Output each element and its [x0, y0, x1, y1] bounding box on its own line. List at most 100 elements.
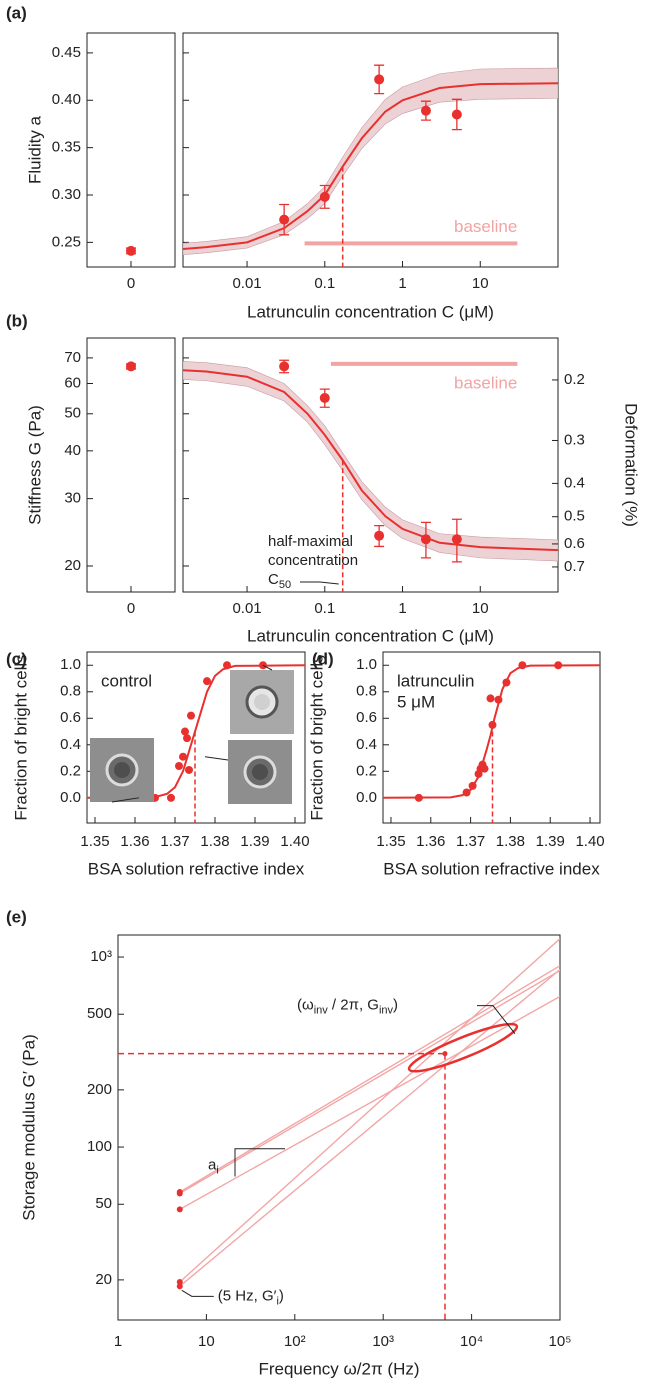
x-tick-label: 0.01	[232, 600, 261, 617]
data-point	[167, 793, 175, 802]
control-frame	[86, 337, 176, 593]
x-tick-label: 10	[472, 275, 489, 292]
fit-line	[179, 968, 560, 1287]
x-tick-label: 1.37	[160, 833, 189, 850]
plot-frame	[382, 651, 601, 824]
y-tick-label: 0.35	[52, 139, 81, 156]
data-point	[374, 74, 385, 85]
confidence-ellipse	[407, 1022, 519, 1073]
control-point	[126, 361, 136, 372]
y-tick-label: 60	[64, 374, 81, 391]
y-tick-label: 0.45	[52, 44, 81, 61]
panel-note: control	[101, 671, 152, 690]
data-point	[183, 734, 191, 743]
y-tick-label: 0.2	[60, 762, 81, 779]
fit-curve	[383, 664, 600, 799]
plot-frame	[86, 651, 306, 824]
annotation-start: (5 Hz, G′i)	[218, 1287, 284, 1307]
data-point	[279, 361, 290, 372]
x-axis-label: BSA solution refractive index	[383, 859, 600, 878]
y-tick-label: 20	[95, 1271, 112, 1288]
y2-tick-label: 0.4	[564, 474, 585, 491]
plot-area	[87, 664, 305, 823]
fit-line	[179, 995, 560, 1210]
x-tick-label: 1.36	[416, 833, 445, 850]
y-tick-label: 200	[87, 1081, 112, 1098]
y-tick-label: 1.0	[356, 656, 377, 673]
fit-line	[179, 965, 560, 1193]
data-point	[468, 781, 477, 790]
data-point	[420, 105, 431, 116]
annotation-symbol: C50	[268, 571, 291, 591]
plot-area	[383, 664, 600, 823]
y-tick-label: 100	[87, 1138, 112, 1155]
fit-line	[179, 938, 560, 1283]
data-point	[486, 694, 495, 703]
annotation-slope-part: i	[216, 1164, 218, 1176]
y-tick-label: 0.6	[356, 709, 377, 726]
panel-label: (c)	[6, 649, 27, 668]
y-tick-label: 50	[64, 405, 81, 422]
annotation-inv-part: inv	[379, 1005, 394, 1017]
plot-area	[179, 938, 560, 1287]
data-point	[319, 392, 330, 403]
x-tick-label: 0	[127, 275, 135, 292]
data-point	[554, 661, 563, 670]
annotation-leader	[300, 581, 339, 585]
y-tick-label: 50	[95, 1195, 112, 1212]
plot-frame	[182, 337, 559, 593]
y-tick-label: 0.40	[52, 91, 81, 108]
x-axis-label: Latrunculin concentration C (μM)	[247, 626, 494, 645]
cell-core	[254, 694, 270, 710]
y2-tick-label: 0.3	[564, 431, 585, 448]
data-point	[374, 530, 385, 541]
data-point	[451, 109, 462, 120]
y-axis-label: Fraction of bright cells	[11, 654, 30, 820]
data-point	[176, 1283, 183, 1290]
y-axis-label: Storage modulus G′ (Pa)	[19, 1034, 38, 1221]
y-axis-label: Fluidity a	[25, 115, 44, 184]
fit-line	[179, 969, 560, 1195]
data-point	[175, 762, 183, 770]
y-tick-label: 70	[64, 349, 81, 366]
annotation-start-part: (5 Hz, G′	[218, 1287, 277, 1304]
panel-note: 5 μM	[397, 692, 435, 711]
x-tick-label: 1.37	[456, 833, 485, 850]
data-point	[223, 661, 231, 670]
y-tick-label: 0.4	[356, 736, 377, 753]
data-point	[494, 695, 503, 704]
x-axis-label: BSA solution refractive index	[88, 859, 305, 878]
x-tick-label: 0	[127, 600, 135, 617]
x-tick-label: 0.1	[314, 275, 335, 292]
panel-label: (d)	[312, 649, 334, 668]
x-tick-label: 1.40	[280, 833, 309, 850]
x-tick-label: 10	[198, 1333, 215, 1350]
data-point	[279, 214, 290, 225]
y-tick-label: 30	[64, 490, 81, 507]
cell-core	[114, 762, 130, 778]
annotation-start-part: i	[276, 1295, 278, 1307]
x-tick-label: 1.36	[120, 833, 149, 850]
x-tick-label: 1	[398, 275, 406, 292]
x-tick-label: 10³	[372, 1333, 394, 1350]
annotation-inv: (ωinv / 2π, Ginv)	[297, 997, 398, 1017]
annotation-inv-part: inv	[314, 1005, 329, 1017]
annotation-start-part: )	[279, 1287, 284, 1304]
y-tick-label: 0.0	[60, 789, 81, 806]
cell-core	[252, 764, 268, 780]
data-point	[420, 534, 431, 545]
y-axis-label: Stiffness G (Pa)	[25, 405, 44, 525]
y2-tick-label: 0.7	[564, 558, 585, 575]
x-tick-label: 1.39	[240, 833, 269, 850]
data-point	[203, 677, 211, 686]
panel-note: latrunculin	[397, 671, 475, 690]
annotation-slope: ai	[208, 1156, 219, 1176]
confidence-band	[183, 361, 558, 562]
x-tick-label: 1.35	[80, 833, 109, 850]
annotation-leader	[181, 1289, 214, 1297]
annotation: concentration	[268, 552, 358, 569]
data-point	[414, 793, 423, 802]
x-tick-label: 1	[398, 600, 406, 617]
x-axis-label: Frequency ω/2π (Hz)	[258, 1359, 419, 1378]
